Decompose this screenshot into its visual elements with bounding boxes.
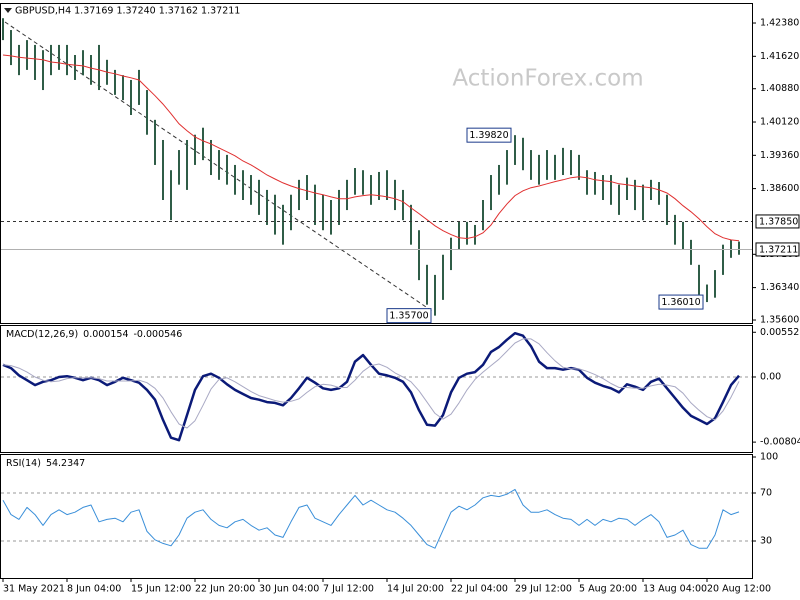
symbol-menu-icon[interactable]: [4, 8, 12, 13]
y-tick-label: 1.40880: [760, 83, 799, 94]
panel-frame: [0, 325, 753, 453]
x-tick-label: 29 Jul 12:00: [515, 584, 572, 595]
x-tick-label: 8 Jun 04:00: [67, 584, 121, 595]
y-tick-label: 1.40120: [760, 117, 799, 128]
panel-title: RSI(14) 54.2347: [6, 458, 85, 469]
price-level-label: 1.37211: [759, 244, 798, 255]
annotation-box: [466, 127, 512, 143]
y-tick-label: -0.00804: [760, 437, 800, 448]
indicator-line: [2, 488, 740, 549]
x-tick-label: 7 Jul 12:00: [323, 584, 374, 595]
panel-frame: [0, 454, 753, 579]
watermark: ActionForex.com: [452, 66, 643, 92]
x-tick-label: 22 Jul 04:00: [451, 584, 508, 595]
y-tick-label: 100: [760, 452, 778, 463]
price-level-label: 1.37850: [759, 216, 798, 227]
x-tick-label: 22 Jun 20:00: [195, 584, 255, 595]
x-tick-label: 13 Aug 04:00: [643, 584, 707, 595]
x-tick-label: 31 May 2021: [3, 584, 65, 595]
moving-average: [2, 54, 740, 242]
y-tick-label: 0.00: [760, 371, 781, 382]
panel-title: MACD(12,26,9) 0.000154 -0.000546: [6, 329, 182, 340]
indicator-line: [2, 338, 740, 429]
panel-frame: [0, 3, 753, 324]
y-tick-label: 70: [760, 488, 772, 499]
y-tick-label: 1.42380: [760, 18, 799, 29]
y-tick-label: 0.00552: [760, 327, 799, 338]
panel-title-value: -0.000546: [134, 329, 183, 340]
y-tick-label: 1.39360: [760, 150, 799, 161]
x-tick-label: 14 Jul 20:00: [387, 584, 444, 595]
panel-title-name: RSI(14): [6, 458, 41, 469]
y-tick-label: 1.36340: [760, 282, 799, 293]
x-tick-label: 5 Aug 20:00: [579, 584, 637, 595]
annotation-label: 1.39820: [469, 130, 508, 141]
annotation-label: 1.35700: [389, 311, 428, 322]
x-tick-label: 30 Jun 04:00: [259, 584, 319, 595]
y-tick-label: 30: [760, 536, 772, 547]
price-level-box: [755, 214, 800, 229]
chart-title: GBPUSD,H4 1.37169 1.37240 1.37162 1.3721…: [15, 6, 240, 17]
y-tick-label: 1.35600: [760, 315, 799, 326]
y-tick-label: 1.41620: [760, 51, 799, 62]
x-tick-label: 15 Jun 12:00: [131, 584, 191, 595]
annotation-box: [386, 308, 432, 324]
panel-title-value: 0.000154: [83, 329, 128, 340]
x-tick-label: 20 Aug 12:00: [707, 584, 771, 595]
panel-title-name: MACD(12,26,9): [6, 329, 78, 340]
trend-line: [4, 21, 433, 312]
y-tick-label: 1.38600: [760, 183, 799, 194]
price-level-box: [755, 242, 800, 257]
indicator-line: [2, 331, 740, 442]
annotation-box: [658, 294, 704, 310]
annotation-label: 1.36010: [661, 297, 700, 308]
panel-title-value: 54.2347: [46, 458, 85, 469]
